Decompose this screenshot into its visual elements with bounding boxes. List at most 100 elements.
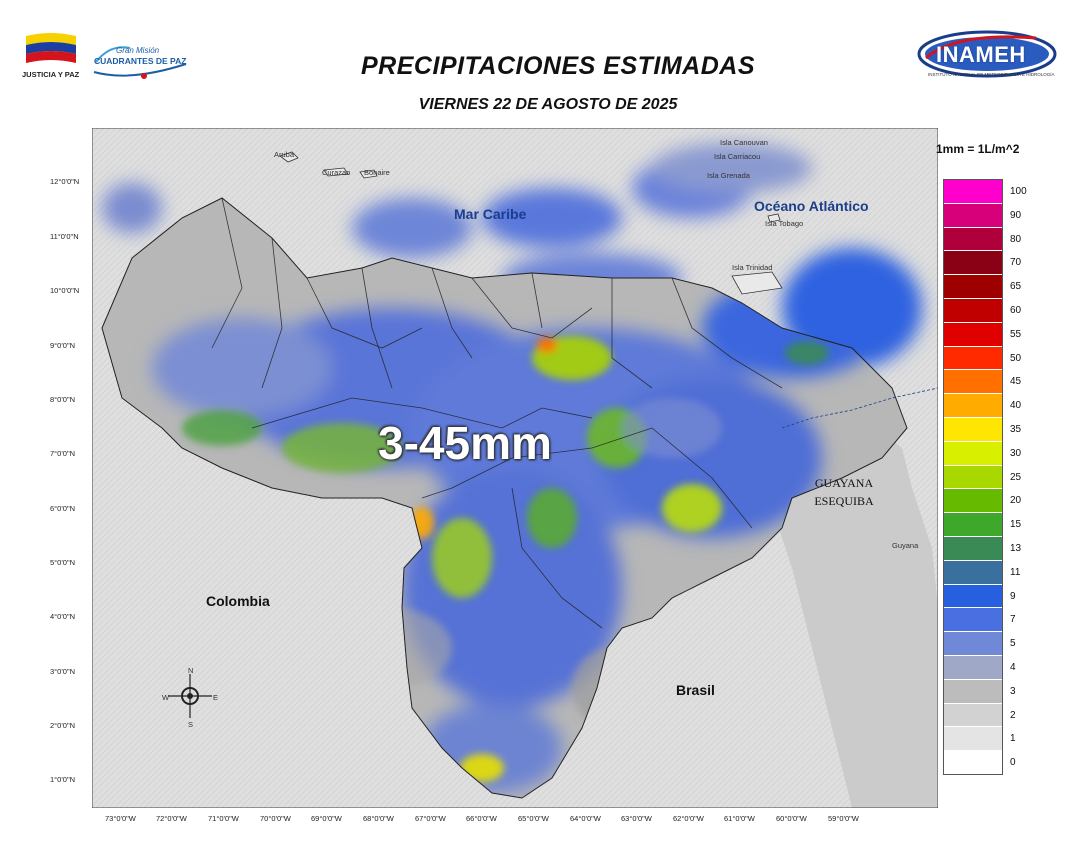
cuadrantes-swoosh-icon	[93, 46, 187, 79]
logo-left-caption: JUSTICIA Y PAZ	[22, 70, 80, 79]
precipitation-map: Aruba Curazao Bonaire Isla Canouvan Isla…	[92, 128, 938, 808]
legend-swatch	[944, 180, 1002, 204]
legend-label: 20	[1010, 495, 1022, 507]
guayana-line1: GUAYANA	[814, 476, 874, 490]
legend-label: 40	[1010, 400, 1022, 412]
label-guyana: Guyana	[892, 541, 919, 550]
legend-label: 0	[1010, 757, 1016, 769]
legend-item: 25	[944, 465, 1021, 490]
guayana-line2: ESEQUIBA	[814, 494, 874, 508]
legend-swatch	[944, 394, 1002, 418]
lon-label: 63°0'0"W	[621, 814, 652, 823]
lon-label: 64°0'0"W	[570, 814, 601, 823]
legend-item: 13	[944, 536, 1021, 561]
legend-swatch	[944, 275, 1002, 299]
lon-label: 65°0'0"W	[518, 814, 549, 823]
legend-label: 9	[1010, 590, 1016, 602]
label-aruba: Aruba	[274, 150, 295, 159]
lat-label: 6°0'0"N	[50, 504, 76, 513]
legend-item: 80	[944, 227, 1021, 252]
legend-item: 5	[944, 632, 1016, 656]
lon-label: 61°0'0"W	[724, 814, 755, 823]
page-subtitle: VIERNES 22 DE AGOSTO DE 2025	[418, 96, 678, 113]
lon-label: 68°0'0"W	[363, 814, 394, 823]
lat-label: 8°0'0"N	[50, 395, 76, 404]
label-mar-caribe: Mar Caribe	[454, 206, 527, 222]
legend-swatch	[944, 679, 1002, 704]
lon-label: 71°0'0"W	[208, 814, 239, 823]
legend-label: 25	[1010, 471, 1022, 483]
page-title: PRECIPITACIONES ESTIMADAS	[360, 52, 756, 80]
legend-item: 40	[944, 394, 1021, 418]
legend-swatch	[944, 751, 1002, 775]
legend-label: 100	[1010, 186, 1027, 197]
label-colombia: Colombia	[206, 593, 270, 609]
label-guayana-esequiba: GUAYANA ESEQUIBA	[804, 474, 884, 510]
legend-item: 35	[944, 417, 1021, 442]
state-borders	[211, 197, 783, 629]
lat-label: 10°0'0"N	[50, 286, 80, 295]
lat-label: 7°0'0"N	[50, 449, 76, 458]
legend-swatch	[944, 203, 1002, 228]
legend-item: 90	[944, 203, 1021, 228]
precip-legend: 100 90 80 70 65 60 55 50 45 40 35 30 25 20 15 13 11 9 7 5 4 3…	[944, 180, 1027, 775]
lon-label: 73°0'0"W	[105, 814, 136, 823]
inameh-wordmark: INAMEH	[936, 42, 1026, 67]
legend-swatch	[944, 441, 1002, 466]
lat-label: 1°0'0"N	[50, 775, 76, 784]
legend-swatch	[944, 560, 1002, 585]
lat-label: 2°0'0"N	[50, 721, 76, 730]
maritime-border-line	[781, 387, 938, 429]
header: JUSTICIA Y PAZ Gran Misión CUADRANTES DE…	[0, 0, 1080, 128]
label-tobago: Isla Tobago	[765, 219, 804, 228]
legend-label: 55	[1010, 328, 1022, 340]
legend-item: 11	[944, 560, 1020, 585]
caribbean-islands	[279, 151, 783, 295]
legend-label: 3	[1010, 685, 1016, 697]
label-oceano-atlantico: Océano Atlántico	[754, 198, 869, 214]
legend-label: 2	[1010, 709, 1016, 721]
legend-swatch	[944, 513, 1002, 537]
legend-item: 1	[944, 727, 1016, 752]
legend-swatch	[944, 489, 1002, 514]
compass-n: N	[188, 666, 194, 675]
compass-s: S	[188, 720, 194, 729]
legend-label: 35	[1010, 423, 1022, 435]
label-canouvan: Isla Canouvan	[720, 138, 768, 147]
compass-w: W	[162, 693, 170, 702]
legend-swatch	[944, 536, 1002, 561]
legend-label: 13	[1010, 542, 1022, 554]
lon-label: 72°0'0"W	[156, 814, 187, 823]
legend-label: 65	[1010, 281, 1022, 293]
legend-item: 0	[944, 751, 1016, 775]
lon-label: 66°0'0"W	[466, 814, 497, 823]
logo-mid-line2: CUADRANTES DE PAZ	[94, 56, 187, 66]
legend-item: 45	[944, 370, 1021, 395]
legend-label: 45	[1010, 376, 1022, 388]
legend-label: 80	[1010, 233, 1022, 245]
lon-label: 59°0'0"W	[828, 814, 859, 823]
lat-label: 3°0'0"N	[50, 667, 76, 676]
legend-swatch	[944, 227, 1002, 252]
legend-label: 15	[1010, 519, 1022, 531]
lon-label: 69°0'0"W	[311, 814, 342, 823]
label-grenada: Isla Grenada	[707, 171, 750, 180]
legend-item: 70	[944, 251, 1021, 276]
legend-swatch	[944, 465, 1002, 490]
legend-label: 90	[1010, 209, 1022, 221]
venezuela-outline	[101, 197, 908, 799]
legend-item: 20	[944, 489, 1021, 514]
lon-label: 67°0'0"W	[415, 814, 446, 823]
inameh-logo: INAMEH INSTITUTO NACIONAL DE METEOROLOGÍ…	[916, 28, 1058, 82]
inameh-subtitle: INSTITUTO NACIONAL DE METEOROLOGÍA E HID…	[928, 72, 1055, 77]
logo-mid-line1: Gran Misión	[116, 46, 160, 55]
legend-item: 9	[944, 584, 1016, 609]
legend-swatch	[944, 370, 1002, 395]
compass-rose-icon	[168, 674, 212, 718]
label-curazao: Curazao	[322, 168, 351, 177]
legend-swatch	[944, 346, 1002, 371]
legend-swatch	[944, 703, 1002, 728]
precip-range-label: 3-45mm	[378, 417, 552, 469]
legend-item: 15	[944, 513, 1021, 537]
legend-label: 70	[1010, 257, 1022, 269]
